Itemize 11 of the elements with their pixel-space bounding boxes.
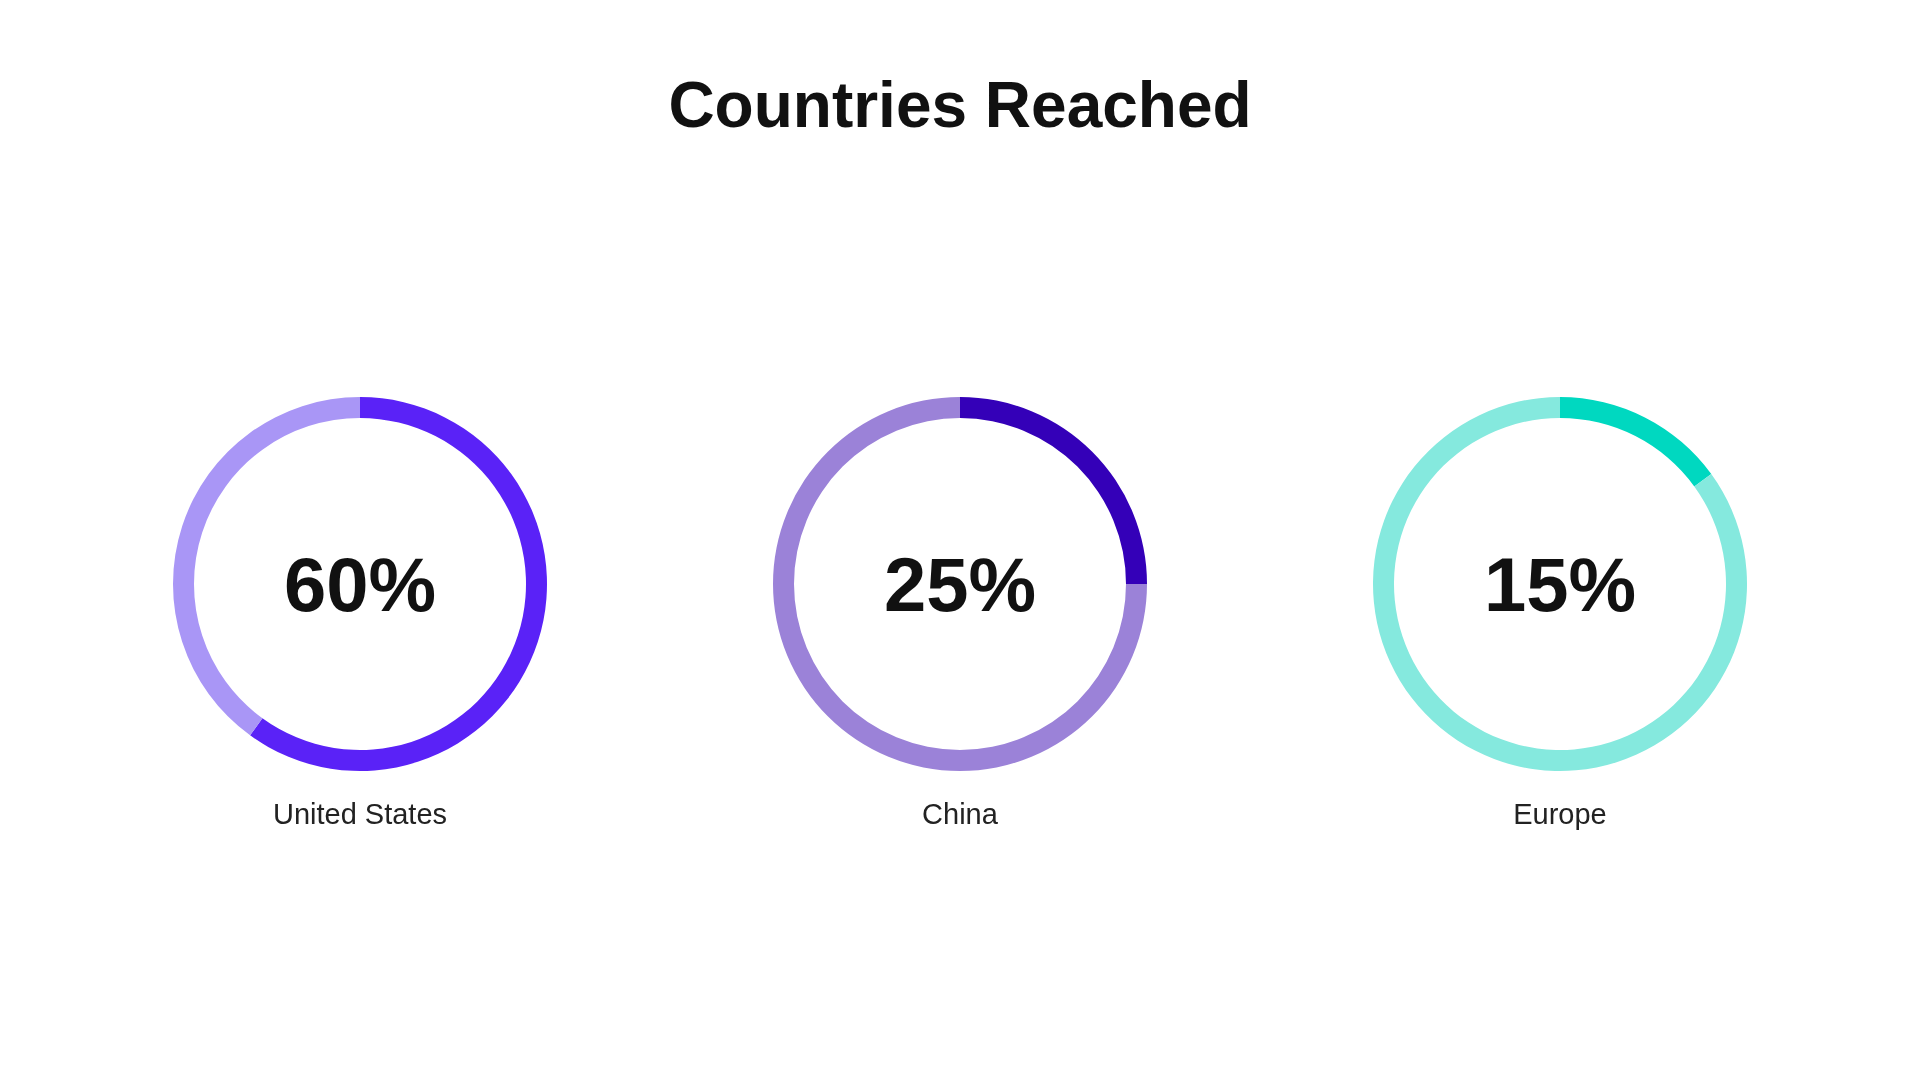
text: Europe [1512, 798, 1608, 831]
text: Countries Reached [667, 68, 1253, 142]
donut-slice [773, 397, 1147, 771]
text: 25% [883, 541, 1037, 627]
text: China [921, 798, 999, 831]
donut-slice [1373, 397, 1747, 771]
donut-slice [1560, 397, 1712, 487]
text: United States [271, 798, 449, 831]
text: 60% [283, 541, 437, 627]
text: 15% [1483, 541, 1637, 627]
donut-slice [250, 397, 547, 771]
